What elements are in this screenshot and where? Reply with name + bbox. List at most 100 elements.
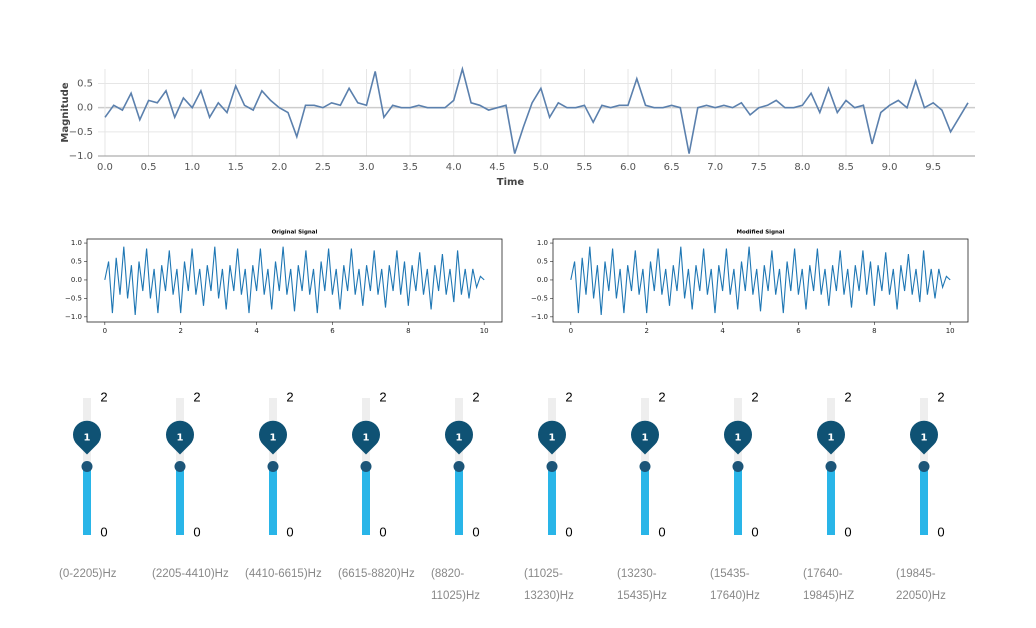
y-tick-label: 1.0 — [537, 239, 548, 247]
slider-max: 2 — [937, 389, 944, 404]
value-bubble — [444, 420, 474, 455]
slider-fill — [455, 466, 463, 535]
slider-max: 2 — [565, 389, 572, 404]
x-tick-label: 1.5 — [228, 162, 244, 173]
line-series — [104, 246, 485, 316]
slider-fill — [83, 466, 91, 535]
value-bubble — [352, 420, 381, 455]
x-tick-label: 2 — [178, 327, 182, 335]
slider-value: 1 — [84, 433, 91, 444]
x-tick-label: 10 — [480, 327, 489, 335]
value-bubble — [910, 420, 938, 455]
slider-fill — [734, 466, 742, 535]
slider[interactable]: 1 2 0 — [352, 389, 387, 539]
slider[interactable]: 1 2 0 — [538, 389, 573, 539]
x-tick-label: 4 — [254, 327, 259, 335]
band-label: (19845-22050)Hz — [896, 568, 946, 602]
band-label: (15435-17640)Hz — [710, 568, 760, 602]
x-tick-label: 1.0 — [184, 162, 200, 173]
band-label: (2205-4410)Hz — [152, 568, 229, 580]
slider-thumb[interactable] — [918, 461, 930, 472]
plot-frame — [86, 238, 503, 323]
slider[interactable]: 1 2 0 — [166, 389, 201, 539]
slider-value: 1 — [363, 433, 370, 444]
slider-thumb[interactable] — [546, 461, 558, 472]
x-tick-label: 6.5 — [664, 162, 680, 173]
y-tick-label: 0.5 — [71, 258, 82, 266]
x-tick-label: 2.5 — [315, 162, 331, 173]
x-tick-label: 4 — [720, 327, 725, 335]
slider-value: 1 — [642, 433, 649, 444]
x-tick-label: 8.0 — [794, 162, 810, 173]
slider-thumb[interactable] — [453, 461, 465, 472]
value-bubble — [259, 420, 288, 455]
slider-max: 2 — [658, 389, 665, 404]
line-series — [570, 246, 951, 316]
x-tick-label: 9.0 — [882, 162, 898, 173]
slider-min: 0 — [379, 524, 386, 539]
slider-thumb[interactable] — [81, 461, 93, 472]
slider[interactable]: 1 2 0 — [73, 389, 108, 539]
value-bubble — [631, 420, 659, 455]
x-tick-label: 3.5 — [402, 162, 418, 173]
slider[interactable]: 1 2 0 — [444, 389, 480, 539]
slider-thumb[interactable] — [267, 461, 279, 472]
x-tick-label: 4.0 — [446, 162, 462, 173]
y-tick-label: 0.5 — [77, 79, 93, 90]
slider-thumb[interactable] — [732, 461, 744, 472]
band-label: (13230-15435)Hz — [617, 568, 667, 602]
x-tick-label: 0 — [103, 327, 107, 335]
slider-max: 2 — [286, 389, 293, 404]
slider-value: 1 — [735, 433, 742, 444]
slider-value: 1 — [921, 433, 928, 444]
band-label: (11025-13230)Hz — [524, 568, 574, 602]
slider-max: 2 — [844, 389, 851, 404]
x-tick-label: 9.5 — [925, 162, 941, 173]
value-bubble — [73, 420, 102, 455]
slider-value: 1 — [828, 433, 835, 444]
x-tick-label: 8 — [406, 327, 410, 335]
y-tick-label: 0.0 — [71, 276, 82, 284]
slider-min: 0 — [937, 524, 944, 539]
x-tick-label: 5.0 — [533, 162, 549, 173]
plot-frame — [552, 238, 969, 323]
slider[interactable]: 1 2 0 — [817, 389, 852, 539]
x-tick-label: 6 — [796, 327, 801, 335]
x-axis-label: Time — [497, 177, 525, 188]
y-tick-label: 0.0 — [77, 103, 93, 114]
slider-min: 0 — [472, 524, 479, 539]
x-tick-label: 4.5 — [489, 162, 505, 173]
slider-value: 1 — [456, 433, 463, 444]
slider[interactable]: 1 2 0 — [910, 389, 945, 539]
slider-max: 2 — [193, 389, 200, 404]
value-bubble — [724, 420, 753, 455]
slider-thumb[interactable] — [825, 461, 837, 472]
y-tick-label: −0.5 — [531, 294, 548, 302]
band-label: (17640-19845)HZ — [803, 568, 855, 602]
slider-thumb[interactable] — [174, 461, 186, 472]
slider-min: 0 — [565, 524, 572, 539]
slider-max: 2 — [100, 389, 107, 404]
x-tick-label: 0 — [569, 327, 573, 335]
x-tick-label: 7.5 — [751, 162, 767, 173]
value-bubble — [817, 420, 846, 455]
chart-title: Modified Signal — [736, 230, 784, 236]
slider-min: 0 — [658, 524, 665, 539]
y-tick-label: 1.0 — [71, 239, 82, 247]
slider-min: 0 — [100, 524, 107, 539]
x-tick-label: 7.0 — [707, 162, 723, 173]
x-tick-label: 8.5 — [838, 162, 854, 173]
band-label: (0-2205)Hz — [59, 568, 117, 580]
slider[interactable]: 1 2 0 — [724, 389, 759, 539]
slider-value: 1 — [549, 433, 556, 444]
slider-min: 0 — [751, 524, 758, 539]
y-tick-label: 0.0 — [537, 276, 548, 284]
slider[interactable]: 1 2 0 — [259, 389, 294, 539]
value-bubble — [538, 420, 567, 455]
slider-thumb[interactable] — [360, 461, 372, 472]
y-tick-label: −1.0 — [69, 151, 93, 162]
slider[interactable]: 1 2 0 — [631, 389, 666, 539]
slider-fill — [641, 466, 649, 535]
slider-thumb[interactable] — [639, 461, 651, 472]
